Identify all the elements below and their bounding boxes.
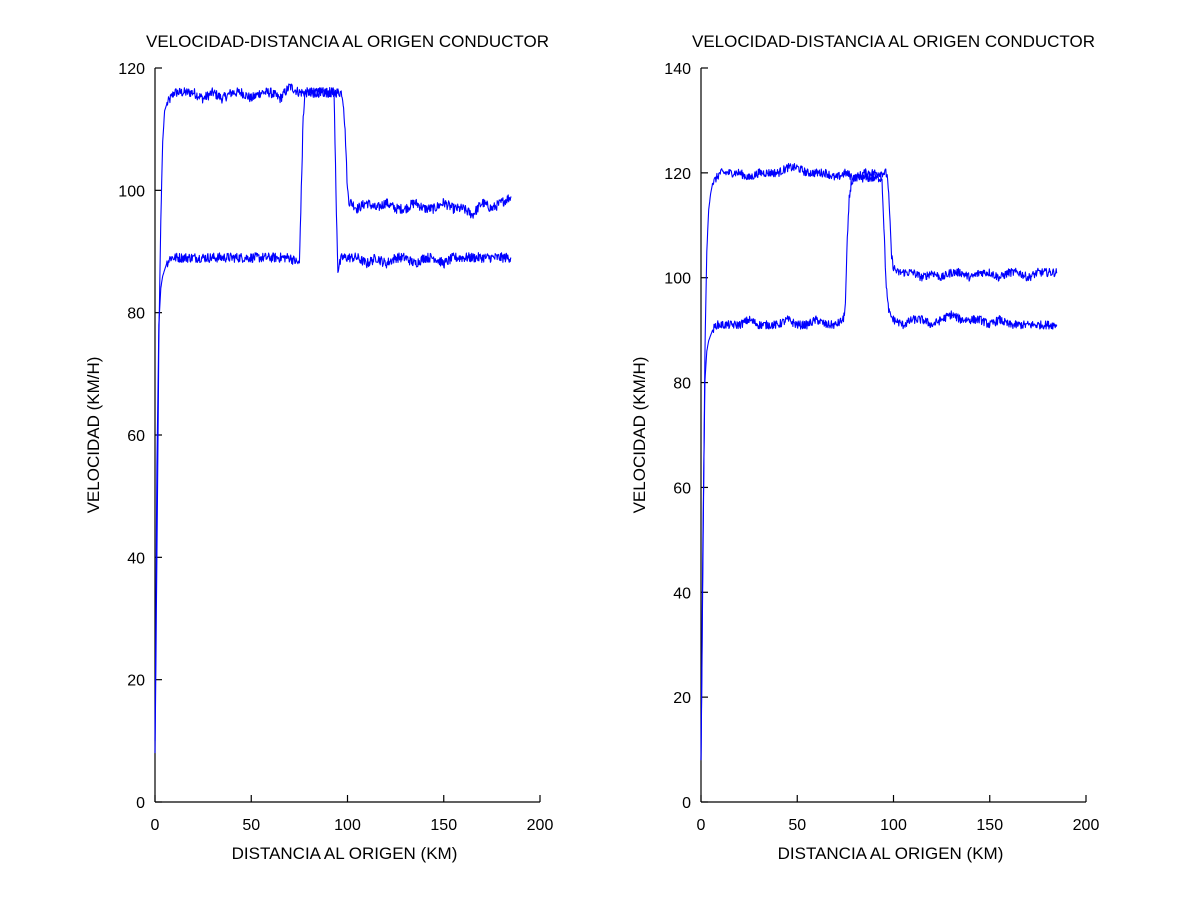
y-tick-label: 0: [136, 795, 145, 812]
x-tick-label: 100: [880, 817, 907, 834]
series-line-2: [700, 173, 1058, 761]
series-line-2: [154, 87, 512, 741]
y-tick-label: 20: [127, 673, 145, 690]
x-tick-label: 150: [430, 817, 457, 834]
y-tick-label: 40: [673, 585, 691, 602]
y-tick-label: 100: [118, 183, 145, 200]
x-tick-label: 100: [334, 817, 361, 834]
y-tick-label: 60: [673, 480, 691, 497]
chart-title: VELOCIDAD-DISTANCIA AL ORIGEN CONDUCTOR: [692, 32, 1095, 51]
y-tick-label: 0: [682, 795, 691, 812]
y-tick-label: 40: [127, 550, 145, 567]
chart-title: VELOCIDAD-DISTANCIA AL ORIGEN CONDUCTOR: [146, 32, 549, 51]
y-tick-label: 120: [664, 166, 691, 183]
y-tick-label: 120: [118, 61, 145, 78]
y-tick-label: 80: [673, 376, 691, 393]
series-line-1: [700, 162, 1058, 761]
series-line-1: [154, 83, 512, 754]
y-tick-label: 100: [664, 271, 691, 288]
y-tick-label: 60: [127, 428, 145, 445]
y-tick-label: 80: [127, 306, 145, 323]
x-tick-label: 50: [242, 817, 260, 834]
left-chart: VELOCIDAD-DISTANCIA AL ORIGEN CONDUCTOR 0…: [84, 32, 553, 863]
x-axis-label: DISTANCIA AL ORIGEN (KM): [778, 844, 1004, 863]
x-axis-label: DISTANCIA AL ORIGEN (KM): [232, 844, 458, 863]
x-tick-label: 0: [697, 817, 706, 834]
y-axis-label: VELOCIDAD (KM/H): [630, 357, 649, 514]
x-tick-label: 0: [151, 817, 160, 834]
y-axis-label: VELOCIDAD (KM/H): [84, 357, 103, 514]
y-tick-label: 20: [673, 690, 691, 707]
y-tick-label: 140: [664, 61, 691, 78]
x-tick-label: 150: [976, 817, 1003, 834]
x-tick-label: 200: [527, 817, 554, 834]
x-tick-label: 50: [788, 817, 806, 834]
right-chart: VELOCIDAD-DISTANCIA AL ORIGEN CONDUCTOR 0…: [630, 32, 1099, 863]
x-tick-label: 200: [1073, 817, 1100, 834]
